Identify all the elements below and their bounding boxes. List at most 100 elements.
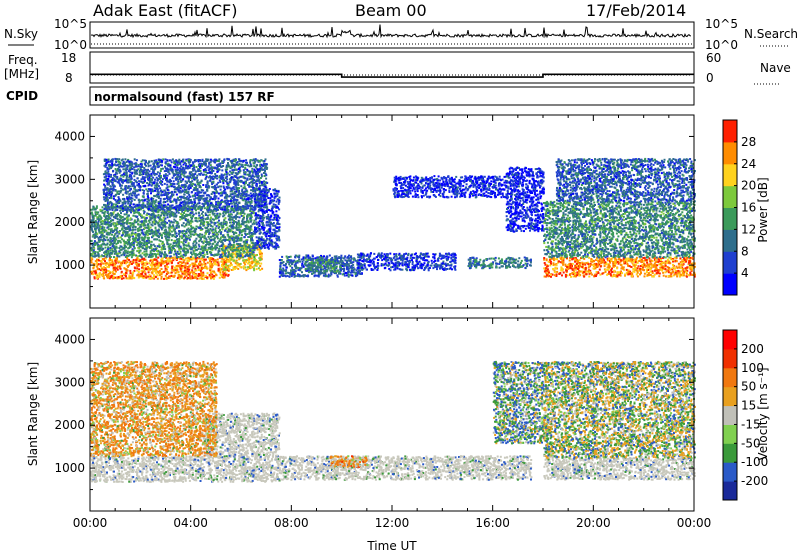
scatter-cell — [213, 234, 216, 237]
scatter-cell — [231, 207, 234, 210]
scatter-cell — [236, 239, 239, 242]
scatter-cell — [108, 264, 111, 267]
scatter-cell — [126, 222, 128, 225]
cpid-label: CPID — [6, 89, 38, 103]
scatter-cell — [149, 226, 152, 229]
scatter-cell — [229, 228, 232, 231]
scatter-cell — [187, 205, 190, 208]
scatter-cell — [141, 221, 143, 224]
scatter-cell — [246, 204, 249, 207]
scatter-cell — [149, 256, 152, 259]
scatter-cell — [221, 226, 224, 229]
scatter-cell — [231, 169, 234, 172]
scatter-cell — [115, 224, 117, 227]
noise-left-tick-top: 10^5 — [54, 17, 87, 31]
scatter-cell — [177, 173, 179, 176]
scatter-cell — [114, 217, 117, 220]
scatter-cell — [134, 231, 137, 234]
scatter-cell — [169, 259, 172, 262]
scatter-cell — [111, 233, 113, 236]
scatter-cell — [243, 216, 245, 219]
scatter-cell — [211, 276, 214, 278]
scatter-cell — [129, 242, 131, 245]
scatter-cell — [135, 254, 137, 257]
scatter-cell — [137, 258, 140, 261]
scatter-cell — [105, 229, 108, 232]
scatter-cell — [105, 218, 108, 221]
scatter-cell — [145, 220, 148, 223]
scatter-cell — [98, 229, 101, 232]
scatter-cell — [168, 223, 171, 226]
scatter-cell — [211, 270, 214, 273]
scatter-cell — [151, 232, 154, 235]
scatter-cell — [105, 204, 108, 207]
scatter-cell — [123, 163, 126, 166]
scatter-cell — [114, 248, 116, 251]
scatter-cell — [133, 168, 136, 171]
scatter-cell — [139, 254, 142, 257]
scatter-cell — [93, 240, 96, 243]
scatter-cell — [230, 207, 233, 210]
scatter-cell — [203, 253, 206, 256]
scatter-cell — [216, 258, 219, 261]
scatter-cell — [101, 258, 104, 260]
scatter-cell — [253, 159, 256, 162]
scatter-cell — [149, 230, 152, 233]
scatter-cell — [245, 240, 248, 243]
scatter-cell — [232, 226, 235, 229]
scatter-cell — [107, 228, 110, 231]
scatter-cell — [108, 233, 111, 236]
scatter-cell — [204, 202, 207, 205]
scatter-cell — [231, 256, 234, 259]
scatter-cell — [192, 233, 195, 236]
scatter-cell — [90, 252, 93, 255]
scatter-cell — [166, 266, 169, 269]
scatter-cell — [203, 245, 205, 248]
scatter-cell — [253, 219, 256, 222]
scatter-cell — [201, 252, 204, 254]
scatter-cell — [205, 175, 208, 178]
scatter-cell — [197, 217, 200, 220]
scatter-cell — [181, 215, 184, 218]
scatter-cell — [148, 221, 151, 224]
scatter-cell — [205, 184, 208, 187]
scatter-cell — [139, 223, 142, 226]
scatter-cell — [128, 235, 131, 238]
scatter-cell — [176, 222, 179, 225]
scatter-cell — [118, 232, 121, 235]
scatter-cell — [242, 207, 245, 210]
scatter-cell — [119, 236, 122, 239]
scatter-cell — [160, 234, 163, 237]
scatter-cell — [99, 215, 102, 218]
scatter-cell — [149, 277, 152, 280]
scatter-cell — [209, 263, 212, 266]
scatter-cell — [146, 234, 149, 237]
scatter-cell — [194, 217, 197, 220]
scatter-cell — [132, 245, 135, 248]
scatter-cell — [132, 261, 135, 264]
scatter-cell — [177, 160, 180, 163]
scatter-cell — [173, 160, 176, 163]
scatter-cell — [125, 176, 128, 179]
scatter-cell — [131, 232, 134, 235]
scatter-cell — [195, 228, 198, 230]
scatter-cell — [256, 254, 258, 256]
scatter-cell — [145, 268, 148, 271]
scatter-cell — [156, 234, 159, 237]
scatter-cell — [147, 223, 150, 226]
scatter-cell — [106, 179, 109, 182]
scatter-cell — [96, 211, 99, 214]
scatter-cell — [166, 216, 169, 219]
scatter-cell — [150, 184, 153, 187]
scatter-cell — [249, 218, 252, 221]
scatter-cell — [239, 266, 242, 269]
scatter-cell — [240, 246, 243, 249]
scatter-cell — [133, 277, 136, 280]
scatter-cell — [230, 213, 232, 216]
scatter-cell — [108, 224, 110, 227]
freq-label-2: [MHz] — [4, 67, 39, 81]
scatter-cell — [128, 170, 130, 173]
scatter-cell — [185, 230, 187, 233]
scatter-cell — [145, 266, 148, 269]
scatter-cell — [108, 175, 110, 178]
